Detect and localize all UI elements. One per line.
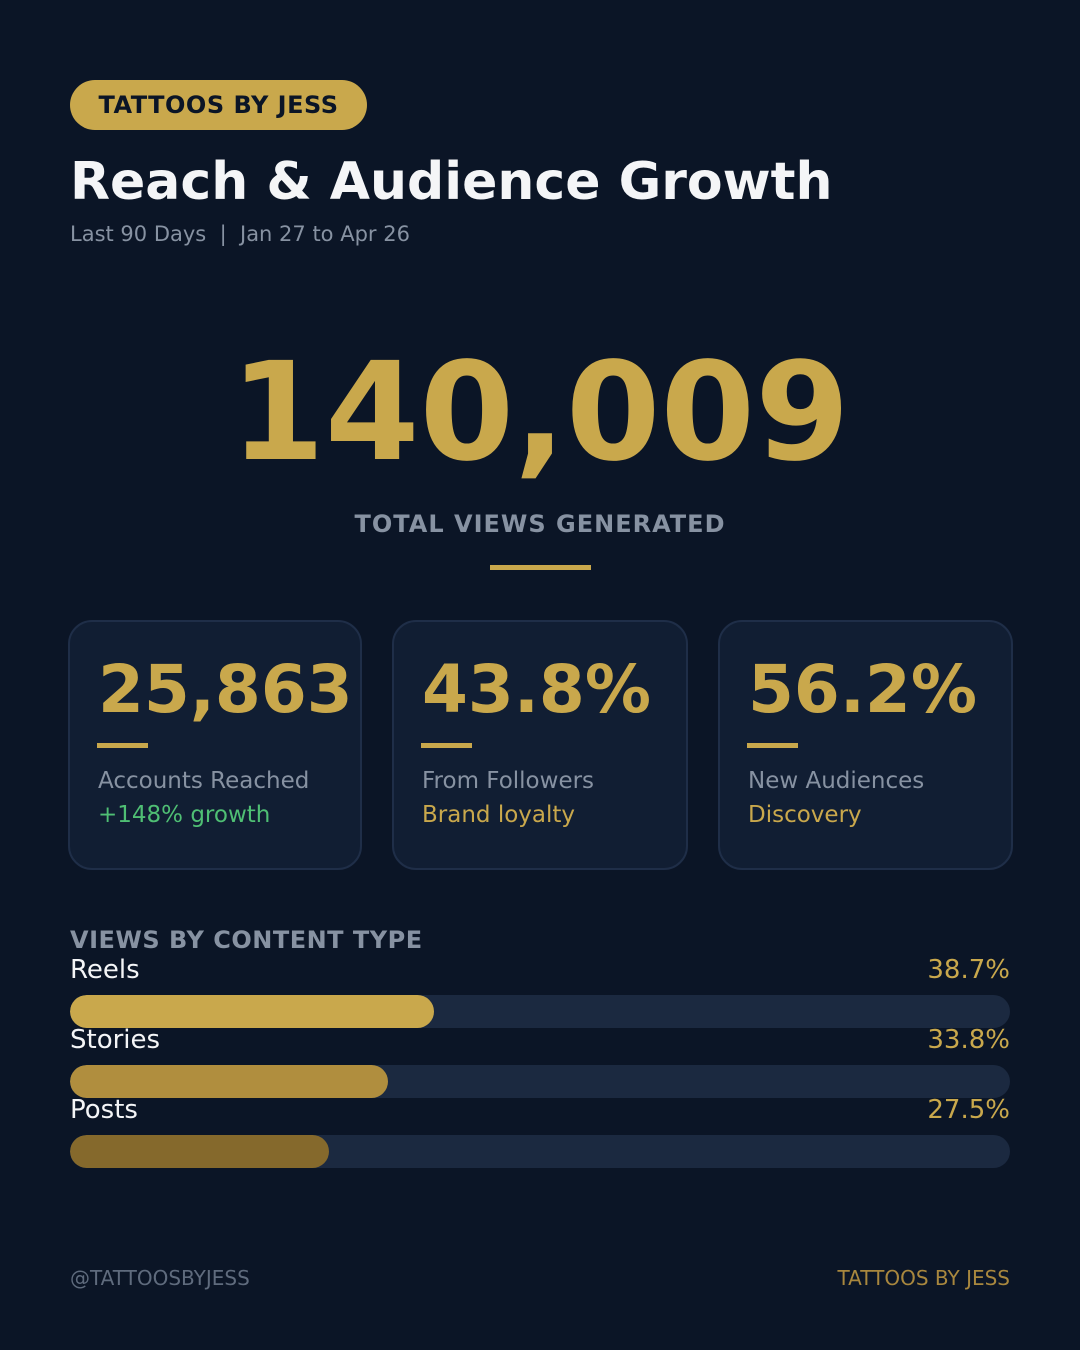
stat-card-from-followers: 43.8% From Followers Brand loyalty — [392, 620, 688, 870]
stat-label: New Audiences — [748, 768, 925, 794]
footer-brand: TATTOOS BY JESS — [837, 1266, 1010, 1290]
stat-value: 25,863 — [98, 651, 353, 728]
date-range-subtitle: Last 90 Days | Jan 27 to Apr 26 — [70, 222, 410, 246]
bar-track — [70, 995, 1010, 1028]
stat-sub: Discovery — [748, 802, 862, 828]
content-type-title: VIEWS BY CONTENT TYPE — [70, 926, 423, 954]
bar-label: Posts — [70, 1095, 138, 1125]
stat-card-accounts-reached: 25,863 Accounts Reached +148% growth — [68, 620, 362, 870]
stat-card-new-audiences: 56.2% New Audiences Discovery — [718, 620, 1013, 870]
bar-label: Stories — [70, 1025, 161, 1055]
stat-divider — [97, 743, 148, 748]
total-views-label: TOTAL VIEWS GENERATED — [354, 510, 726, 538]
bar-fill — [70, 1065, 388, 1098]
stat-label: Accounts Reached — [98, 768, 310, 794]
footer-handle: @TATTOOSBYJESS — [70, 1266, 250, 1290]
bar-track — [70, 1135, 1010, 1168]
brand-badge-label: TATTOOS BY JESS — [98, 91, 339, 119]
bar-value: 33.8% — [927, 1025, 1010, 1055]
stat-sub: +148% growth — [98, 802, 271, 828]
bar-row-posts: Posts 27.5% — [70, 1095, 1010, 1168]
stat-label: From Followers — [422, 768, 595, 794]
bar-label: Reels — [70, 955, 140, 985]
bar-row-stories: Stories 33.8% — [70, 1025, 1010, 1098]
total-views-value: 140,009 — [230, 334, 850, 492]
stat-sub: Brand loyalty — [422, 802, 576, 828]
bar-value: 27.5% — [927, 1095, 1010, 1125]
hero-divider — [490, 565, 591, 570]
stat-divider — [421, 743, 472, 748]
stat-divider — [747, 743, 798, 748]
page-title: Reach & Audience Growth — [70, 152, 833, 212]
bar-track — [70, 1065, 1010, 1098]
stat-value: 56.2% — [748, 651, 977, 728]
bar-fill — [70, 1135, 329, 1168]
bar-value: 38.7% — [927, 955, 1010, 985]
bar-row-reels: Reels 38.7% — [70, 955, 1010, 1028]
brand-badge: TATTOOS BY JESS — [70, 80, 367, 130]
bar-fill — [70, 995, 434, 1028]
stat-value: 43.8% — [422, 651, 651, 728]
